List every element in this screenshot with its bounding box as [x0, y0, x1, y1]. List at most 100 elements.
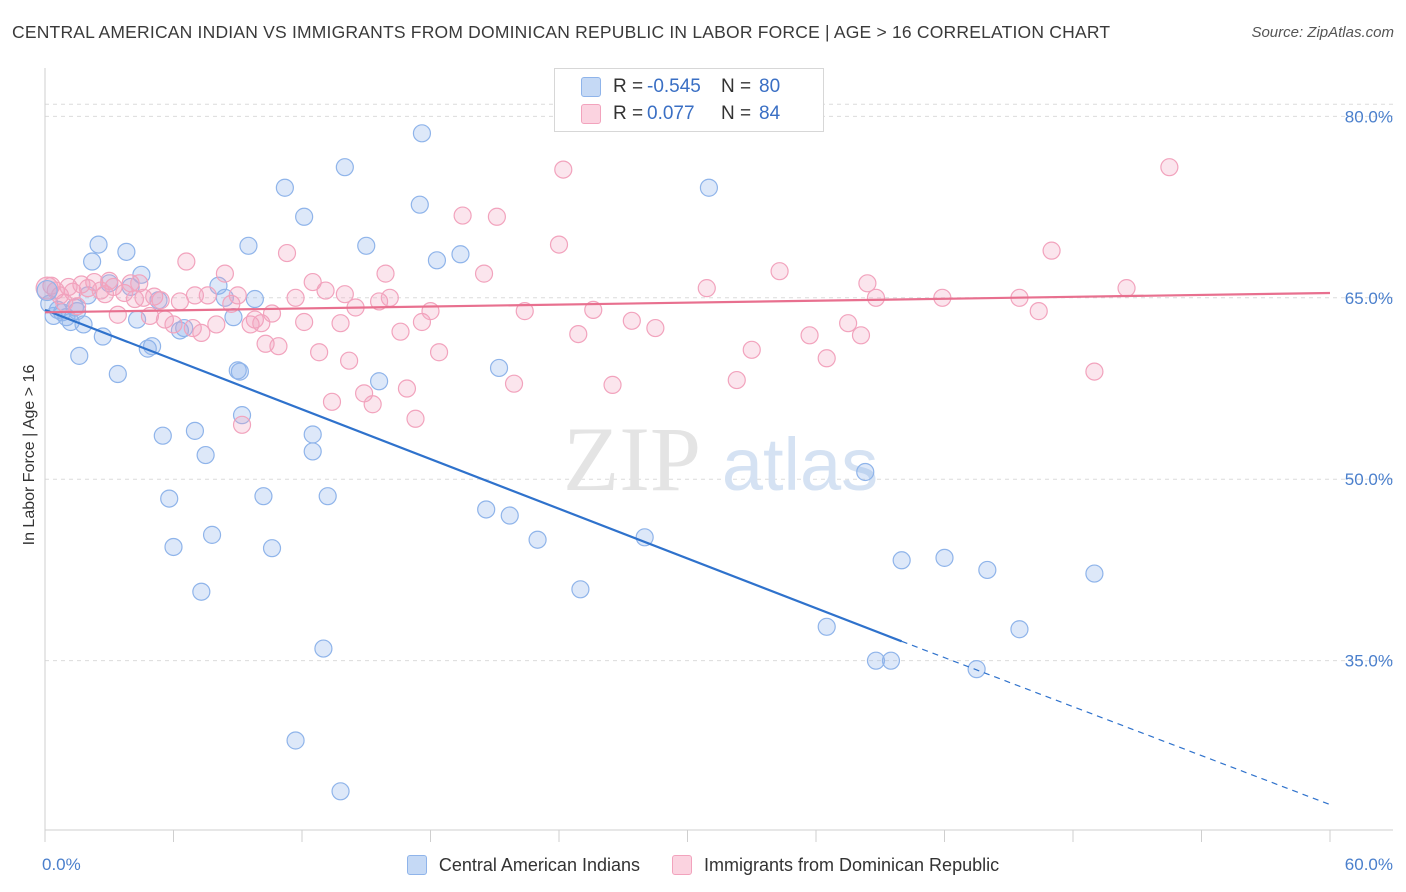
point-dominican-republic [474, 264, 494, 283]
point-central-american-indians [892, 551, 911, 570]
point-dominican-republic [380, 288, 399, 307]
legend-row-dominican-republic: R = 0.077 N = 84 [581, 102, 780, 126]
series-swatch-pink [672, 855, 692, 875]
point-central-american-indians [1085, 564, 1104, 583]
legend-box: R = -0.545 N = 80 R = 0.077 N = 84 [554, 68, 824, 132]
point-central-american-indians [500, 506, 519, 525]
point-central-american-indians [303, 425, 322, 444]
point-dominican-republic [397, 379, 417, 398]
point-central-american-indians [239, 236, 258, 255]
point-dominican-republic [727, 370, 746, 390]
point-dominican-republic [177, 252, 196, 271]
point-central-american-indians [36, 279, 58, 302]
point-dominican-republic [866, 288, 886, 307]
point-central-american-indians [232, 406, 252, 425]
chart-title: CENTRAL AMERICAN INDIAN VS IMMIGRANTS FR… [12, 22, 1111, 42]
point-central-american-indians [699, 178, 719, 197]
legend-n-label: N = [721, 76, 752, 97]
watermark-atlas: atlas [722, 423, 878, 506]
point-dominican-republic [335, 285, 354, 304]
point-dominican-republic [858, 274, 877, 293]
point-dominican-republic [115, 283, 134, 303]
point-dominican-republic [549, 235, 569, 254]
point-central-american-indians [160, 489, 179, 508]
legend-r-label: R = [613, 76, 644, 97]
watermark-zip: ZIP [563, 408, 701, 510]
point-central-american-indians [427, 251, 447, 270]
grid [45, 103, 1393, 662]
point-dominican-republic [742, 340, 761, 359]
point-dominican-republic [817, 349, 836, 368]
point-dominican-republic [1117, 279, 1136, 298]
point-central-american-indians [230, 362, 249, 381]
point-central-american-indians [817, 617, 836, 636]
point-dominican-republic [421, 302, 440, 321]
point-central-american-indians [164, 537, 183, 557]
point-dominican-republic [262, 304, 282, 323]
legend-n-label: N = [721, 103, 752, 124]
point-dominican-republic [286, 288, 305, 307]
point-dominican-republic [228, 286, 247, 305]
point-dominican-republic [1085, 362, 1104, 381]
point-dominican-republic [515, 302, 534, 321]
point-central-american-indians [89, 235, 108, 254]
point-central-american-indians [528, 530, 547, 549]
legend-swatch-pink [581, 104, 601, 124]
trend-line-dominican-republic [44, 291, 1331, 314]
point-dominican-republic [183, 318, 202, 338]
point-central-american-indians [489, 358, 509, 378]
point-dominican-republic [770, 262, 789, 281]
point-central-american-indians [196, 445, 215, 465]
trend-line-central-american-indians [44, 308, 903, 643]
point-central-american-indians [451, 245, 470, 264]
y-tick-label: 65.0% [1345, 289, 1393, 308]
point-dominican-republic [453, 206, 472, 225]
point-dominican-republic [316, 281, 335, 300]
point-central-american-indians [192, 582, 211, 601]
legend-r-value: -0.545 [647, 76, 701, 97]
point-dominican-republic [232, 415, 252, 434]
point-central-american-indians [254, 487, 273, 506]
point-central-american-indians [117, 242, 136, 261]
point-dominican-republic [406, 409, 425, 428]
point-central-american-indians [335, 158, 354, 177]
legend-row-central-american-indians: R = -0.545 N = 80 [581, 75, 780, 99]
point-dominican-republic [391, 322, 410, 341]
series-legend-item-dominican-republic[interactable]: Immigrants from Dominican Republic [672, 852, 999, 878]
series-swatch-blue [406, 855, 427, 875]
trend-lines [44, 291, 1331, 806]
point-dominican-republic [331, 314, 350, 333]
point-dominican-republic [1029, 302, 1048, 321]
point-dominican-republic [185, 286, 205, 305]
point-dominican-republic [277, 243, 297, 263]
point-central-american-indians [1010, 620, 1029, 639]
point-dominican-republic [851, 326, 871, 345]
point-dominican-republic [215, 264, 234, 283]
point-dominican-republic [504, 374, 524, 393]
point-central-american-indians [303, 442, 322, 461]
point-dominican-republic [108, 305, 127, 324]
point-central-american-indians [357, 236, 376, 255]
point-central-american-indians [967, 660, 986, 679]
point-dominican-republic [340, 351, 359, 370]
point-dominican-republic [164, 315, 183, 334]
legend-r-label: R = [613, 103, 644, 124]
point-dominican-republic [192, 323, 211, 342]
point-dominican-republic [697, 279, 716, 298]
legend-r-value: 0.077 [647, 103, 695, 124]
x-tick-label: 60.0% [1345, 855, 1393, 874]
point-dominican-republic [322, 392, 342, 411]
point-central-american-indians [635, 528, 654, 547]
point-central-american-indians [70, 346, 89, 365]
point-dominican-republic [68, 297, 87, 316]
point-central-american-indians [286, 731, 305, 750]
point-dominican-republic [363, 395, 382, 414]
point-dominican-republic [198, 286, 217, 305]
point-dominican-republic [646, 318, 665, 338]
point-central-american-indians [108, 364, 127, 384]
series-legend: Central American Indians Immigrants from… [0, 852, 1406, 878]
point-central-american-indians [331, 782, 350, 801]
point-dominican-republic [839, 314, 858, 333]
point-central-american-indians [318, 487, 337, 506]
series-legend-item-central-american-indians[interactable]: Central American Indians [406, 852, 640, 878]
